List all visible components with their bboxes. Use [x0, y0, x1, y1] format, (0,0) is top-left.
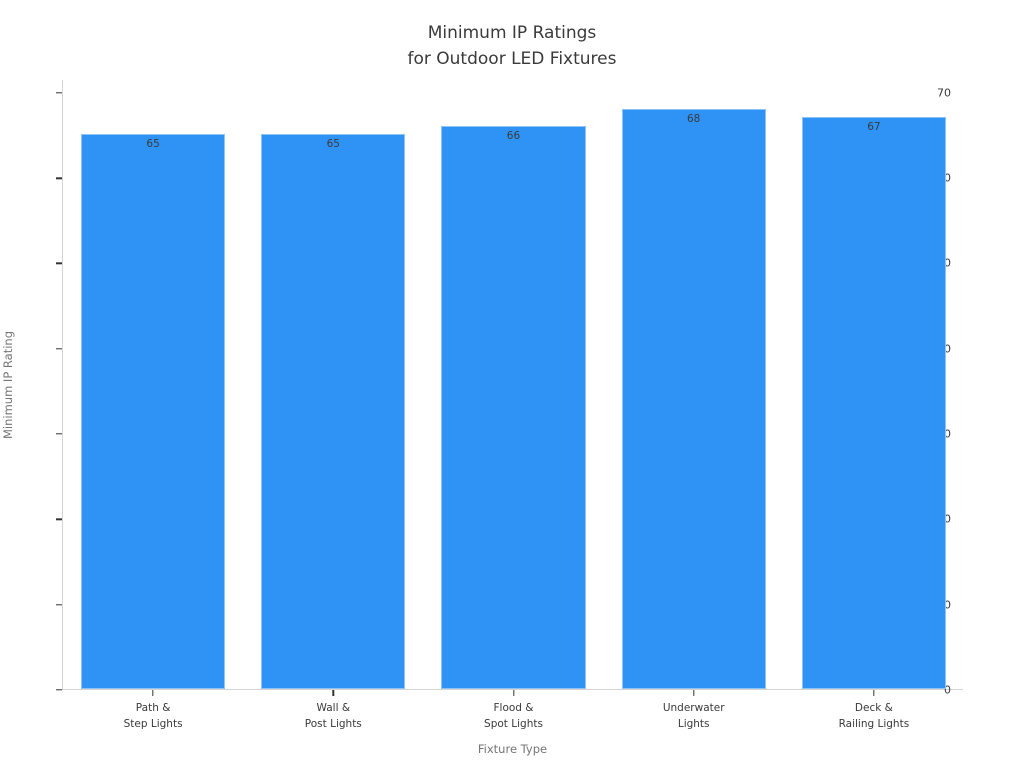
x-tick-mark: [332, 690, 334, 696]
x-tick-label: Underwater Lights: [662, 702, 725, 730]
bar-4: 68: [621, 108, 766, 689]
x-tick-mark: [512, 690, 515, 696]
bar-value-label: 67: [867, 121, 881, 134]
x-tick-label: Wall & Post Lights: [304, 702, 362, 730]
x-tick-mark: [692, 690, 695, 696]
x-axis-label: Fixture Type: [477, 742, 548, 756]
bar-1: 65: [81, 134, 226, 689]
y-tick-mark: [56, 92, 62, 94]
plot-area: 01020304050607065Path & Step Lights65Wal…: [56, 80, 963, 730]
y-tick-label: 70: [937, 86, 951, 100]
y-axis-label: Minimum IP Rating: [1, 331, 15, 440]
bar-value-label: 65: [146, 138, 160, 151]
bar-3: 66: [441, 125, 586, 689]
y-tick-mark: [56, 433, 62, 435]
bar-2: 65: [261, 134, 406, 689]
x-tick-mark: [152, 690, 154, 696]
bar-value-label: 66: [506, 129, 521, 142]
x-tick-mark: [873, 690, 875, 696]
y-tick-mark: [56, 603, 62, 606]
bar-value-label: 68: [687, 112, 701, 125]
y-tick-mark: [56, 689, 62, 691]
y-tick-mark: [56, 177, 62, 179]
y-tick-mark: [56, 348, 62, 350]
chart-title: Minimum IP Ratings for Outdoor LED Fixtu…: [407, 23, 617, 69]
y-tick-mark: [56, 262, 62, 265]
y-tick-mark: [56, 518, 62, 521]
x-tick-label: Flood & Spot Lights: [484, 702, 543, 730]
x-tick-label: Path & Step Lights: [123, 702, 183, 730]
bar-5: 67: [801, 117, 946, 689]
x-tick-label: Deck & Railing Lights: [838, 702, 910, 730]
y-tick-label: 0: [944, 683, 951, 697]
bar-value-label: 65: [326, 138, 340, 151]
